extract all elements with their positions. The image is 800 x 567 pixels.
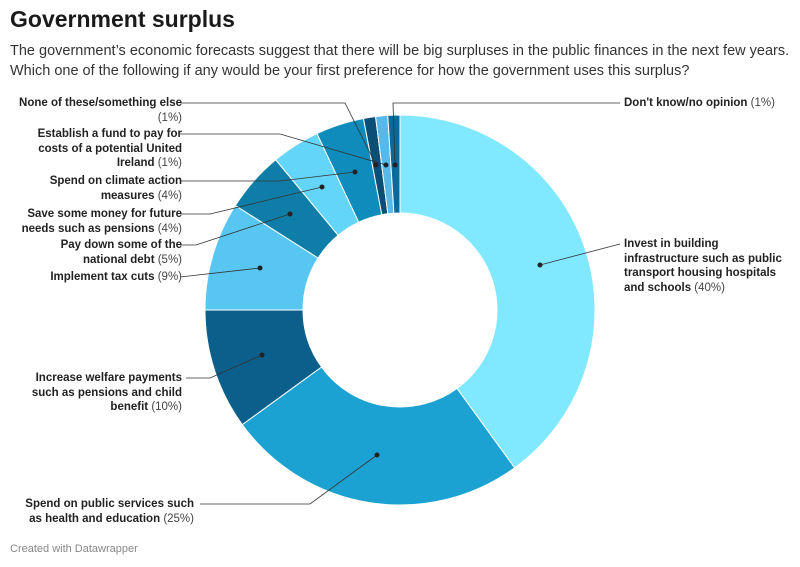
slice-label-name: Pay down some of the national debt [60, 239, 182, 266]
slice-label-value: (40%) [694, 281, 725, 294]
slice-label-value: (4%) [157, 222, 182, 235]
slice-label-value: (1%) [157, 157, 182, 169]
slice-label-name: Save some money for future needs such as… [21, 208, 182, 235]
donut-slice[interactable] [241, 366, 516, 506]
slice-label: Don't know/no opinion (1%) [624, 96, 794, 111]
footer-credit: Created with Datawrapper [10, 543, 138, 555]
slice-label-name: Invest in building infrastructure such a… [624, 238, 782, 294]
slice-label: None of these/something else (1%) [14, 96, 182, 125]
slice-label: Establish a fund to pay for costs of a p… [14, 127, 182, 171]
slice-label-value: (5%) [157, 253, 182, 266]
leader-dot [257, 265, 263, 271]
leader-line [200, 454, 378, 505]
slice-label-value: (4%) [157, 189, 182, 202]
chart-subtitle: The government’s economic forecasts sugg… [10, 43, 790, 79]
leader-line [539, 243, 621, 266]
slice-label-name: Spend on climate action measures [49, 175, 182, 202]
leader-dot [392, 162, 398, 168]
leader-dot [537, 262, 543, 268]
leader-dot [373, 162, 379, 168]
slice-label: Pay down some of the national debt (5%) [14, 238, 182, 267]
slice-label-value: (1%) [750, 97, 775, 109]
leader-dot [259, 352, 265, 358]
leader-line [179, 267, 261, 278]
slice-label-value: (9%) [157, 271, 182, 283]
leader-dot [383, 162, 389, 168]
slice-label-name: Spend on public services such as health … [25, 498, 194, 525]
leader-dot [287, 211, 293, 217]
leader-dot [352, 169, 358, 175]
chart-title: Government surplus [10, 6, 235, 32]
slice-label-name: None of these/something else [19, 97, 182, 109]
leader-line [180, 186, 323, 215]
slice-label: Implement tax cuts (9%) [14, 270, 182, 285]
leader-line [392, 102, 620, 166]
slice-label-name: Don't know/no opinion [624, 97, 751, 109]
leader-dot [319, 184, 325, 190]
slice-label-value: (10%) [151, 401, 182, 413]
slice-label: Save some money for future needs such as… [14, 207, 182, 236]
leader-line [180, 102, 377, 166]
slice-label-name: Establish a fund to pay for costs of a p… [37, 128, 182, 169]
leader-line [180, 171, 356, 182]
leader-line [180, 213, 291, 246]
slice-label: Increase welfare payments such as pensio… [14, 371, 182, 415]
slice-label: Spend on public services such as health … [14, 497, 194, 526]
leader-line [186, 354, 263, 379]
slice-label-value: (25%) [163, 512, 194, 525]
slice-label-name: Increase welfare payments such as pensio… [31, 372, 182, 413]
slice-label: Spend on climate action measures (4%) [14, 174, 182, 203]
slice-label-value: (1%) [157, 111, 182, 124]
slice-label: Invest in building infrastructure such a… [624, 237, 794, 295]
leader-line [180, 133, 387, 166]
leader-dot [374, 452, 380, 458]
slice-label-name: Implement tax cuts [50, 271, 158, 283]
donut-slice[interactable] [399, 114, 596, 469]
